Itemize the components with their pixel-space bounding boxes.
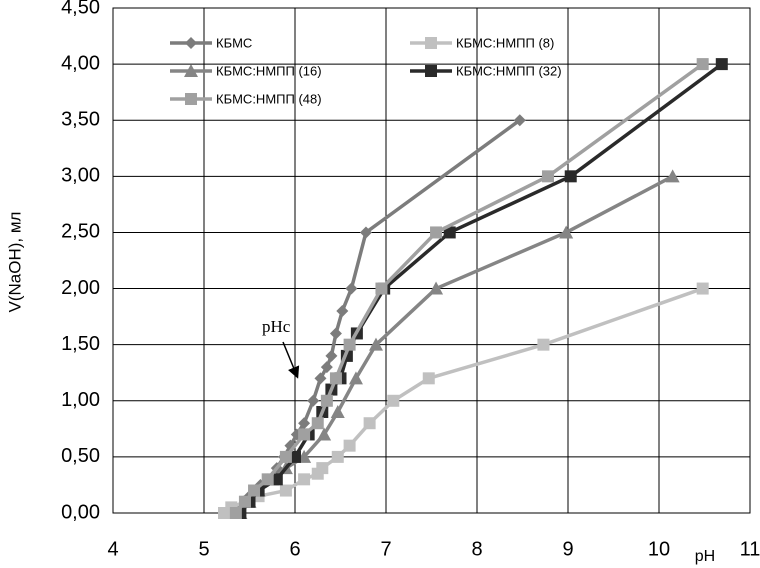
y-tick-label: 1,00 xyxy=(61,389,100,411)
marker xyxy=(348,371,363,385)
x-tick-label: 7 xyxy=(380,538,391,560)
marker xyxy=(298,473,311,486)
marker xyxy=(314,372,327,385)
y-tick-label: 2,00 xyxy=(61,277,100,299)
marker xyxy=(330,405,345,418)
x-tick-label: 10 xyxy=(648,538,670,560)
y-tick-label: 3,50 xyxy=(61,109,100,131)
marker xyxy=(316,462,329,475)
marker xyxy=(564,170,577,183)
marker xyxy=(665,169,680,183)
marker xyxy=(345,282,358,295)
y-tick-label: 0,50 xyxy=(61,445,100,467)
marker xyxy=(289,450,301,463)
marker xyxy=(696,282,709,295)
marker xyxy=(270,473,283,486)
marker xyxy=(425,37,437,49)
marker xyxy=(541,170,554,183)
marker xyxy=(320,394,333,407)
y-tick-label: 3,00 xyxy=(61,165,100,187)
y-tick-label: 4,50 xyxy=(61,0,100,18)
marker xyxy=(343,439,356,452)
marker xyxy=(279,484,292,497)
marker xyxy=(261,473,274,486)
x-axis-label: pH xyxy=(695,548,715,565)
marker xyxy=(559,225,574,239)
marker xyxy=(185,93,197,105)
y-tick-label: 2,50 xyxy=(61,221,100,243)
plot-frame xyxy=(112,7,751,514)
marker xyxy=(513,114,526,127)
marker xyxy=(329,327,342,340)
x-tick-label: 11 xyxy=(740,538,760,560)
y-tick-label: 1,50 xyxy=(61,333,100,355)
y-tick-label: 0,00 xyxy=(61,501,100,523)
x-tick-label: 9 xyxy=(562,538,573,560)
marker xyxy=(229,507,242,519)
legend-label: КБМС:НМПП (48) xyxy=(216,91,322,106)
marker xyxy=(368,337,383,351)
x-tick-label: 4 xyxy=(107,538,118,560)
annotation: pHc xyxy=(262,317,291,336)
marker xyxy=(325,349,338,362)
x-tick-label: 6 xyxy=(289,538,300,560)
marker xyxy=(425,65,437,77)
marker xyxy=(184,64,198,77)
marker xyxy=(298,428,311,441)
legend-label: КБМС:НМПП (16) xyxy=(216,63,322,78)
marker xyxy=(359,226,372,239)
marker xyxy=(443,226,456,239)
marker xyxy=(238,495,251,508)
marker xyxy=(311,417,324,430)
marker xyxy=(331,450,344,463)
series xyxy=(229,58,709,519)
marker xyxy=(298,417,311,430)
legend-label: КБМС:НМПП (8) xyxy=(456,35,554,50)
marker xyxy=(387,394,400,407)
marker xyxy=(329,372,342,385)
legend: КБМС КБМС:НМПП (8) КБМС:НМПП (16) КБМС:НМПП… xyxy=(170,35,562,106)
marker xyxy=(307,394,320,407)
marker xyxy=(185,37,197,49)
marker xyxy=(430,226,443,239)
marker xyxy=(336,305,349,317)
marker xyxy=(363,417,376,430)
y-axis-label: V(NaOH), мл xyxy=(5,212,24,313)
marker xyxy=(248,484,261,497)
legend-label: КБМС xyxy=(216,35,252,50)
x-tick-label: 5 xyxy=(198,538,209,560)
marker xyxy=(715,58,728,71)
marker xyxy=(343,338,356,351)
marker xyxy=(317,427,332,441)
y-tick-label: 4,00 xyxy=(61,52,100,74)
marker xyxy=(320,361,333,374)
marker xyxy=(696,58,709,71)
marker xyxy=(537,338,550,351)
marker xyxy=(279,450,292,463)
marker xyxy=(375,282,388,295)
legend-label: КБМС:НМПП (32) xyxy=(456,63,562,78)
marker xyxy=(422,372,435,385)
x-tick-label: 8 xyxy=(471,538,482,560)
marker xyxy=(429,281,444,295)
